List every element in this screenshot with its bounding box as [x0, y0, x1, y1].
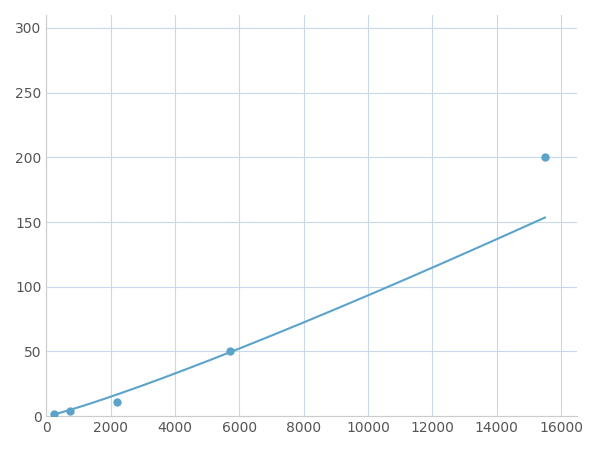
- Point: [112, 398, 122, 405]
- Point: [49, 410, 59, 417]
- Point: [65, 407, 75, 414]
- Point: [540, 154, 550, 161]
- Point: [225, 348, 235, 355]
